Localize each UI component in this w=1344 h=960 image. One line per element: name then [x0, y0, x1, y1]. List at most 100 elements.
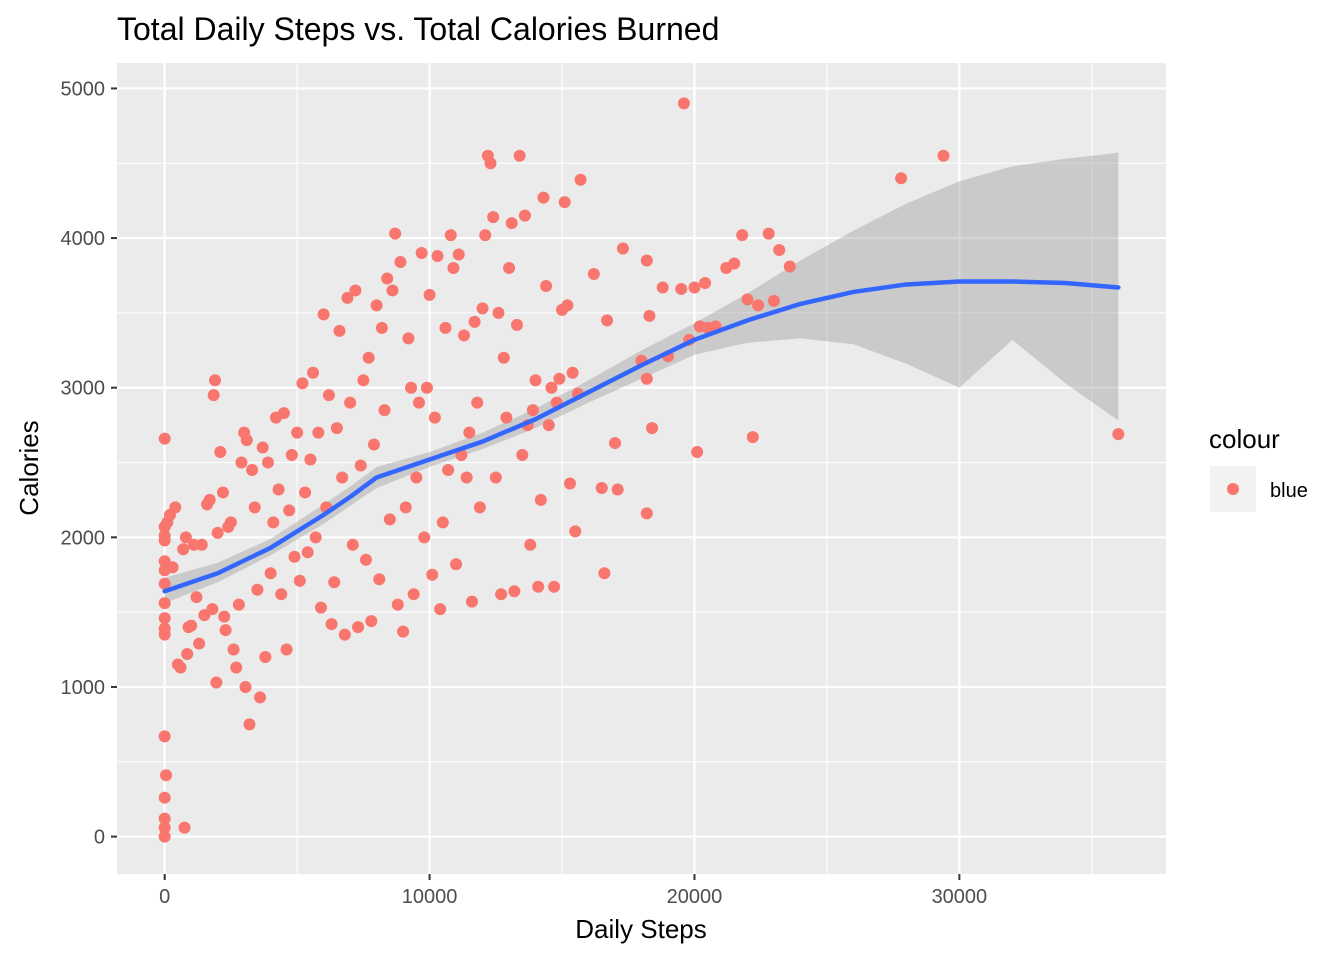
- data-point: [463, 426, 476, 439]
- data-point: [178, 821, 191, 834]
- data-point: [595, 481, 608, 494]
- data-point: [174, 661, 187, 674]
- data-point: [246, 463, 259, 476]
- data-point: [752, 299, 765, 312]
- data-point: [640, 507, 653, 520]
- data-point: [341, 291, 354, 304]
- data-point: [317, 308, 330, 321]
- x-tick-label: 10000: [402, 886, 458, 908]
- points-layer: [158, 97, 1125, 843]
- data-point: [505, 217, 518, 230]
- data-point: [405, 381, 418, 394]
- legend-key-point: [1227, 483, 1239, 495]
- data-point: [349, 284, 362, 297]
- data-point: [640, 254, 653, 267]
- data-point: [264, 567, 277, 580]
- data-point: [386, 284, 399, 297]
- data-point: [299, 486, 312, 499]
- data-point: [325, 618, 338, 631]
- data-point: [500, 411, 513, 424]
- data-point: [309, 531, 322, 544]
- data-point: [561, 299, 574, 312]
- data-point: [728, 257, 741, 270]
- legend: colour blue: [1209, 424, 1308, 512]
- data-point: [224, 516, 237, 529]
- data-point: [296, 377, 309, 390]
- data-point: [275, 588, 288, 601]
- data-point: [277, 407, 290, 420]
- data-point: [479, 229, 492, 242]
- data-point: [354, 459, 367, 472]
- data-point: [553, 372, 566, 385]
- data-point: [301, 546, 314, 559]
- data-point: [240, 434, 253, 447]
- data-point: [444, 229, 457, 242]
- data-point: [508, 585, 521, 598]
- data-point: [158, 830, 171, 843]
- data-point: [158, 612, 171, 625]
- data-point: [235, 456, 248, 469]
- data-point: [447, 261, 460, 274]
- data-point: [177, 543, 190, 556]
- data-point: [465, 595, 478, 608]
- x-tick-label: 30000: [932, 886, 988, 908]
- data-point: [532, 580, 545, 593]
- data-point: [381, 272, 394, 285]
- data-point: [545, 381, 558, 394]
- data-point: [360, 553, 373, 566]
- data-point: [563, 477, 576, 490]
- data-point: [423, 288, 436, 301]
- data-point: [699, 276, 712, 289]
- x-axis-title: Daily Steps: [575, 914, 707, 944]
- data-point: [304, 453, 317, 466]
- data-point: [158, 821, 171, 834]
- data-point: [389, 227, 402, 240]
- data-point: [574, 173, 587, 186]
- data-point: [450, 558, 463, 571]
- data-point: [256, 441, 269, 454]
- data-point: [616, 242, 629, 255]
- data-point: [601, 314, 614, 327]
- data-point: [426, 568, 439, 581]
- data-point: [251, 583, 264, 596]
- data-point: [206, 603, 219, 616]
- plot-panel: [117, 63, 1166, 874]
- data-point: [160, 769, 173, 782]
- y-tick-label: 1000: [61, 677, 106, 699]
- data-point: [434, 603, 447, 616]
- data-point: [158, 534, 171, 547]
- data-point: [219, 624, 232, 637]
- data-point: [640, 372, 653, 385]
- data-point: [489, 471, 502, 484]
- data-point: [529, 374, 542, 387]
- data-point: [458, 329, 471, 342]
- data-point: [741, 293, 754, 306]
- data-point: [158, 628, 171, 641]
- data-point: [158, 730, 171, 743]
- data-point: [373, 573, 386, 586]
- data-point: [548, 580, 561, 593]
- data-point: [370, 299, 383, 312]
- data-point: [158, 812, 171, 825]
- smooth-line: [162, 279, 1121, 594]
- data-point: [746, 431, 759, 444]
- data-point: [193, 637, 206, 650]
- data-point: [158, 577, 171, 590]
- data-point: [431, 250, 444, 263]
- data-point: [336, 471, 349, 484]
- x-axis: 0 10000 20000 30000: [159, 874, 987, 908]
- data-point: [185, 619, 198, 632]
- data-point: [468, 315, 481, 328]
- data-point: [476, 302, 489, 315]
- data-point: [272, 483, 285, 496]
- data-point: [537, 191, 550, 204]
- data-point: [762, 227, 775, 240]
- data-point: [312, 426, 325, 439]
- data-point: [285, 449, 298, 462]
- data-point: [158, 791, 171, 804]
- data-point: [209, 374, 222, 387]
- data-point: [407, 588, 420, 601]
- data-point: [207, 389, 220, 402]
